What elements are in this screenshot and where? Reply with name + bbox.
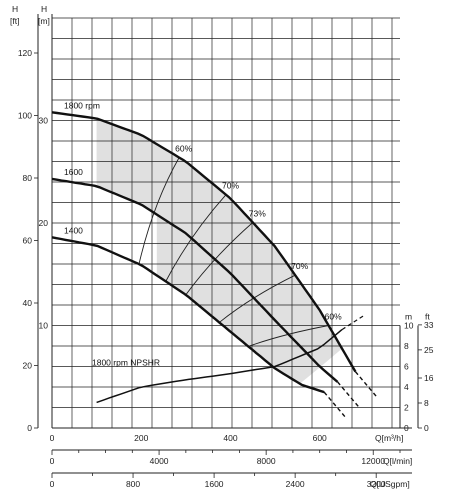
- npshr-ft-tick-label: 0: [424, 423, 429, 433]
- efficiency-label: 60%: [325, 312, 342, 322]
- x-usgpm-tick-label: 0: [50, 479, 55, 489]
- efficiency-label: 70%: [222, 181, 239, 191]
- x-usgpm-tick-label: 2400: [286, 479, 305, 489]
- y-ft-tick-label: 120: [18, 48, 32, 58]
- series-label: 1400: [64, 225, 83, 235]
- y-axis-m-title: H: [41, 4, 47, 14]
- y-ft-tick-label: 60: [23, 236, 33, 246]
- head-curve-series-line: [51, 111, 357, 373]
- x-m3h-tick-label: 0: [50, 433, 55, 443]
- x-axis-lmin-unit: Q[l/min]: [383, 456, 412, 466]
- npshr-m-tick-label: 0: [404, 423, 409, 433]
- npshr-curve-series-line: [96, 329, 343, 404]
- efficiency-isoline: [185, 222, 254, 296]
- y-axis-m-unit: [m]: [38, 16, 50, 26]
- curve-extension-dashed: [337, 381, 361, 409]
- efficiency-isoline: [248, 325, 329, 347]
- series-label: 1600: [64, 167, 83, 177]
- npshr-label: 1800 rpm NPSHR: [92, 358, 160, 368]
- x-lmin-tick-label: 0: [50, 456, 55, 466]
- efficiency-isoline: [138, 157, 180, 265]
- series-label: 1800 rpm: [64, 100, 100, 110]
- y-m-tick-label: 20: [39, 218, 49, 228]
- npshr-extension-dashed: [341, 314, 365, 331]
- y-ft-tick-label: 40: [23, 298, 33, 308]
- npshr-ft-tick-label: 25: [424, 345, 434, 355]
- curve-extension-dashed: [323, 391, 347, 419]
- npshr-axis-ft-unit: ft: [425, 312, 430, 322]
- y-axis-ft-unit: [ft]: [10, 16, 19, 26]
- y-m-tick-label: 10: [39, 321, 49, 331]
- x-m3h-tick-label: 400: [223, 433, 237, 443]
- x-usgpm-tick-label: 3200: [367, 479, 386, 489]
- x-m3h-tick-label: 200: [134, 433, 148, 443]
- npshr-ft-tick-label: 33: [424, 320, 434, 330]
- efficiency-isoline: [165, 194, 227, 282]
- npshr-ft-tick-label: 8: [424, 398, 429, 408]
- head-curve-series-line: [51, 177, 339, 383]
- efficiency-label: 70%: [291, 261, 308, 271]
- npshr-m-tick-label: 2: [404, 403, 409, 413]
- x-lmin-tick-label: 4000: [150, 456, 169, 466]
- npshr-m-tick-label: 10: [404, 321, 414, 331]
- x-axis-usgpm-unit: Q[USgpm]: [370, 479, 410, 489]
- x-usgpm-tick-label: 1600: [205, 479, 224, 489]
- npshr-m-tick-label: 8: [404, 341, 409, 351]
- x-lmin-tick-label: 12000: [361, 456, 385, 466]
- efficiency-label: 73%: [249, 208, 266, 218]
- npshr-axis-m-unit: m: [405, 312, 412, 322]
- y-ft-tick-label: 80: [23, 173, 33, 183]
- y-ft-tick-label: 100: [18, 111, 32, 121]
- y-ft-tick-label: 20: [23, 361, 33, 371]
- curve-extension-dashed: [354, 371, 378, 399]
- x-axis-m3h-unit: Q[m³/h]: [375, 433, 403, 443]
- x-lmin-tick-label: 8000: [257, 456, 276, 466]
- npshr-m-tick-label: 4: [404, 382, 409, 392]
- x-m3h-tick-label: 600: [313, 433, 327, 443]
- x-usgpm-tick-label: 800: [126, 479, 140, 489]
- y-m-tick-label: 30: [39, 116, 49, 126]
- y-axis-ft-title: H: [12, 4, 18, 14]
- y-ft-tick-label: 0: [27, 423, 32, 433]
- head-curve-series-line: [51, 236, 325, 394]
- operating-region-shade: [96, 118, 342, 384]
- efficiency-label: 60%: [175, 144, 192, 154]
- axes: [34, 14, 422, 478]
- npshr-m-tick-label: 6: [404, 362, 409, 372]
- npshr-ft-tick-label: 16: [424, 373, 434, 383]
